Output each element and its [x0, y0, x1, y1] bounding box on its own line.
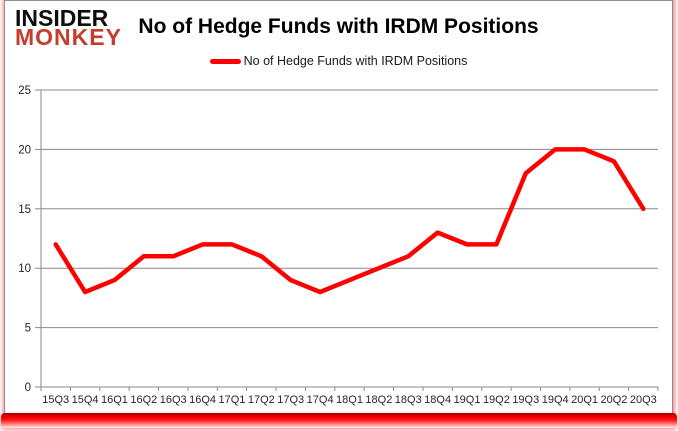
- legend-line-marker: [209, 58, 241, 64]
- legend-label: No of Hedge Funds with IRDM Positions: [243, 54, 468, 68]
- right-red-glow: [673, 0, 678, 417]
- insider-monkey-logo: INSIDER MONKEY: [15, 5, 122, 50]
- bottom-red-bar: [1, 413, 677, 428]
- legend: No of Hedge Funds with IRDM Positions: [5, 54, 672, 68]
- chart-card: INSIDER MONKEY No of Hedge Funds with IR…: [4, 0, 673, 414]
- logo-monkey-text: MONKEY: [15, 24, 122, 50]
- chart-title: No of Hedge Funds with IRDM Positions: [138, 15, 539, 38]
- logo-insider-text: INSIDER: [15, 5, 109, 31]
